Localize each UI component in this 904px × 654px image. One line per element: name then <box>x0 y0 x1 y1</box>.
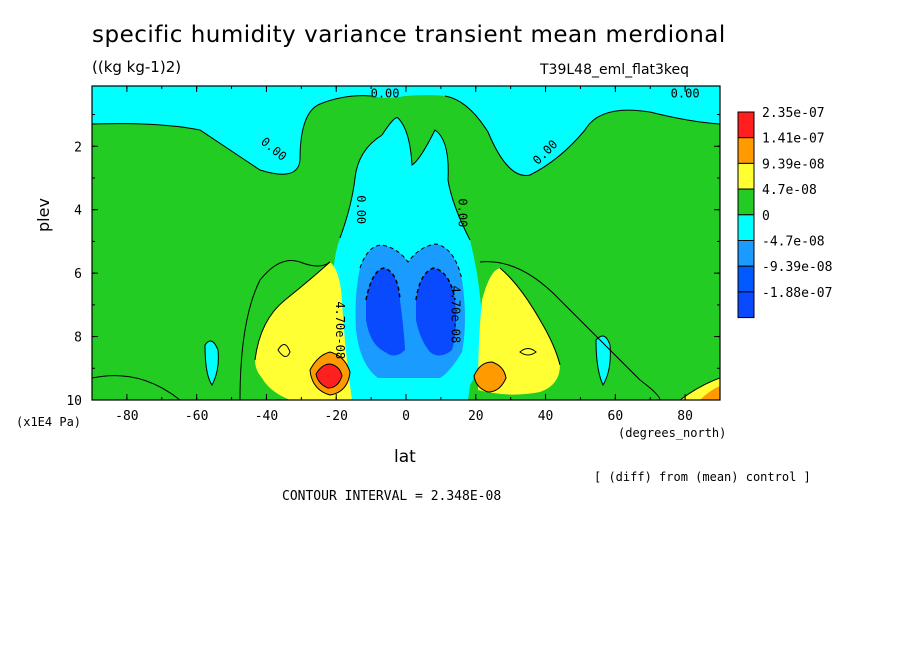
y-axis-title: plev <box>34 198 53 232</box>
legend-label: 2.35e-07 <box>762 106 825 121</box>
legend-label: -1.88e-07 <box>762 286 832 301</box>
contour-label: 4.70e-08 <box>448 285 462 343</box>
legend-swatch <box>737 214 755 242</box>
y-tick-label: 2 <box>74 140 82 155</box>
y-axis-units: (x1E4 Pa) <box>16 415 82 429</box>
x-tick-label: -80 <box>115 409 138 424</box>
x-tick-label: 0 <box>402 409 410 424</box>
fill-dark-blue-left <box>366 268 405 356</box>
contour-label: 0.00 <box>354 195 368 224</box>
units-label: ((kg kg-1)2) <box>92 58 182 76</box>
y-tick-label: 6 <box>74 267 82 282</box>
legend-label: 1.41e-07 <box>762 132 825 147</box>
legend-swatch <box>737 111 755 139</box>
contour-label: 0.00 <box>671 86 700 100</box>
legend-swatch <box>737 265 755 293</box>
x-tick-label: -20 <box>324 409 347 424</box>
y-tick-label: 8 <box>74 331 82 346</box>
x-axis-units: (degrees_north) <box>618 426 727 440</box>
y-tick-label: 4 <box>74 204 82 219</box>
legend-swatch <box>737 291 755 319</box>
diff-annotation: [ (diff) from (mean) control ] <box>594 470 811 484</box>
run-id: T39L48_eml_flat3keq <box>540 62 690 78</box>
y-axis: 2 4 6 8 10 <box>66 114 720 409</box>
fill-right-cyan-blob <box>596 336 611 385</box>
legend-label: -9.39e-08 <box>762 260 832 275</box>
x-tick-label: 80 <box>677 409 693 424</box>
legend-swatch <box>737 162 755 190</box>
x-axis-title: lat <box>394 447 416 467</box>
x-tick-label: 40 <box>538 409 554 424</box>
chart-title: specific humidity variance transient mea… <box>92 22 726 48</box>
x-tick-label: 60 <box>608 409 624 424</box>
legend-swatch <box>737 137 755 164</box>
x-tick-label: 20 <box>468 409 484 424</box>
x-tick-label: -40 <box>255 409 278 424</box>
contour-label: 0.00 <box>371 86 400 100</box>
fill-orange-corner <box>700 386 720 400</box>
legend-label: -4.7e-08 <box>762 235 825 250</box>
contour-lines <box>92 95 720 400</box>
x-tick-label: -60 <box>185 409 208 424</box>
legend-label: 0 <box>762 209 770 224</box>
legend-label: 4.7e-08 <box>762 183 817 198</box>
fill-top-cyan <box>92 86 720 176</box>
fill-left-cyan-blob <box>205 341 219 385</box>
legend: 2.35e-07 1.41e-07 9.39e-08 4.7e-08 0 -4.7e-08… <box>737 106 832 319</box>
contour-label: 4.70e-08 <box>333 301 347 359</box>
x-axis: -80 -60 -40 -20 0 20 40 60 80 <box>91 86 721 424</box>
fill-yellow-right <box>478 268 560 395</box>
fill-dark-blue-right <box>416 268 456 356</box>
contour-interval: CONTOUR INTERVAL = 2.348E-08 <box>282 489 502 504</box>
contour-fills <box>92 86 720 400</box>
y-tick-label: 10 <box>66 394 82 409</box>
legend-swatch <box>737 240 755 267</box>
fill-red-core <box>316 364 342 388</box>
legend-label: 9.39e-08 <box>762 157 825 172</box>
contour-label: 0.00 <box>455 198 469 227</box>
legend-swatch <box>737 188 755 216</box>
fill-orange-right <box>474 362 506 392</box>
